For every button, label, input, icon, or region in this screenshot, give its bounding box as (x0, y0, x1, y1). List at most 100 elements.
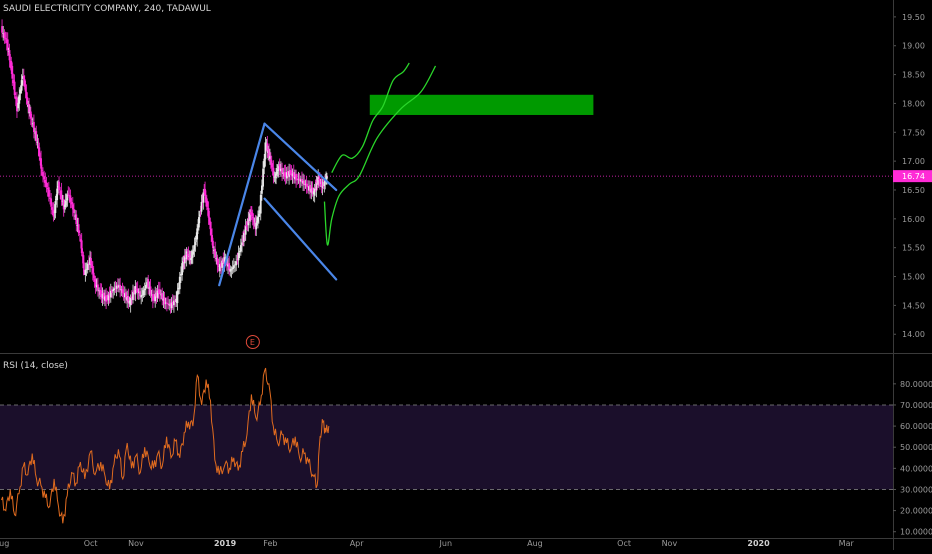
time-axis-tick-label: 2019 (214, 539, 237, 548)
candle-body (205, 198, 208, 207)
time-axis-tick-label: Mar (839, 539, 855, 548)
earnings-event-label: E (250, 338, 255, 347)
projection-path-projection-1[interactable] (331, 62, 410, 174)
candle-body (208, 217, 211, 222)
candle-body (91, 264, 93, 269)
candle-body (162, 298, 165, 301)
candle-body (158, 289, 161, 295)
rsi-axis-tick-label: 20.0000 (900, 507, 932, 516)
candle-body (176, 290, 179, 304)
time-axis-tick-label: Jun (439, 539, 453, 548)
candle-body (311, 187, 314, 194)
price-pane[interactable]: E (0, 19, 893, 349)
rsi-axis[interactable]: 80.0000 70.0000 60.0000 50.0000 40.0000 30.00… (893, 380, 932, 537)
candle-body (166, 302, 168, 304)
candle-body (98, 290, 100, 292)
candle-body (297, 179, 300, 181)
candle-body (132, 291, 134, 300)
last-price-tag (893, 170, 932, 183)
candle-body (129, 297, 132, 306)
price-axis[interactable]: 19.50 19.00 18.50 18.00 17.50 17.00 16.50 16.00… (893, 0, 932, 550)
rsi-pane[interactable] (0, 367, 893, 524)
rsi-line[interactable] (1, 367, 330, 524)
candle-body (191, 251, 194, 258)
candle-body (296, 178, 299, 180)
candle-body (4, 38, 7, 40)
candle-body (196, 228, 199, 240)
candle-body (243, 232, 245, 242)
time-axis-tick-label: 2020 (747, 539, 770, 548)
candle-body (278, 163, 281, 171)
price-axis-tick-label: 19.50 (902, 13, 925, 22)
trendline-flag-lower[interactable] (263, 197, 338, 281)
candle-body (241, 242, 243, 246)
candle-body (177, 287, 180, 290)
candle-body (308, 186, 310, 191)
candle-body (276, 169, 279, 172)
earnings-event-marker[interactable] (245, 335, 260, 349)
candle-body (26, 97, 29, 104)
candle-body (262, 168, 264, 187)
rsi-axis-tick-label: 10.0000 (900, 528, 932, 537)
target-zone-rectangle[interactable] (369, 94, 594, 115)
candle-body (133, 290, 136, 293)
candle-body (42, 172, 44, 177)
candle-body (46, 187, 49, 190)
candle-body (84, 269, 87, 275)
candle-body (45, 182, 48, 188)
candle-body (213, 249, 215, 251)
candle-body (290, 170, 293, 176)
candle-body (257, 213, 260, 217)
candle-body (94, 279, 97, 287)
price-axis-tick-label: 14.00 (902, 330, 925, 339)
time-axis[interactable]: Aug Oct Nov 2019 Feb Apr Jun Aug Oct Nov 2020 Mar (0, 538, 932, 549)
candle-body (66, 194, 69, 201)
candle-body (36, 141, 39, 143)
candle-body (100, 290, 103, 298)
candle-body (35, 131, 38, 142)
candle-body (218, 264, 221, 272)
candle-body (93, 278, 96, 282)
candle-body (68, 194, 71, 196)
trendline-flagpole[interactable] (218, 122, 266, 287)
candle-body (123, 293, 126, 298)
candle-body (12, 80, 15, 84)
candle-body (150, 294, 153, 296)
candle-body (281, 168, 283, 174)
candle-body (11, 65, 14, 79)
candle-body (95, 285, 98, 288)
candle-body (17, 102, 20, 109)
candle-body (295, 173, 298, 181)
candle-body (259, 194, 262, 214)
candle-body (221, 260, 224, 268)
candle-body (301, 178, 303, 183)
candle-body (1, 26, 3, 33)
candle-body (232, 265, 235, 268)
candle-body (258, 210, 261, 214)
candle-body (91, 268, 94, 274)
candle-body (62, 199, 65, 210)
time-axis-tick-label: Oct (84, 539, 98, 548)
candle-body (37, 145, 40, 149)
candle-body (47, 187, 50, 197)
candle-body (20, 80, 23, 91)
projection-path-projection-2[interactable] (323, 65, 437, 246)
last-price-label: 16.74 (902, 172, 925, 181)
candle-body (181, 263, 184, 275)
candle-body (280, 168, 282, 172)
candle-body (114, 287, 117, 289)
candle-body (90, 258, 92, 265)
candle-body (200, 201, 203, 212)
candle-body (57, 185, 59, 188)
candle-body (276, 171, 278, 174)
time-axis-tick-label: Feb (263, 539, 277, 548)
candle-body (205, 196, 207, 200)
candle-body (122, 292, 125, 294)
candle-body (326, 175, 328, 179)
candle-body (285, 172, 288, 179)
candle-body (116, 284, 119, 287)
trendline-flag-upper[interactable] (263, 122, 338, 192)
price-axis-tick-label: 17.50 (902, 128, 925, 137)
